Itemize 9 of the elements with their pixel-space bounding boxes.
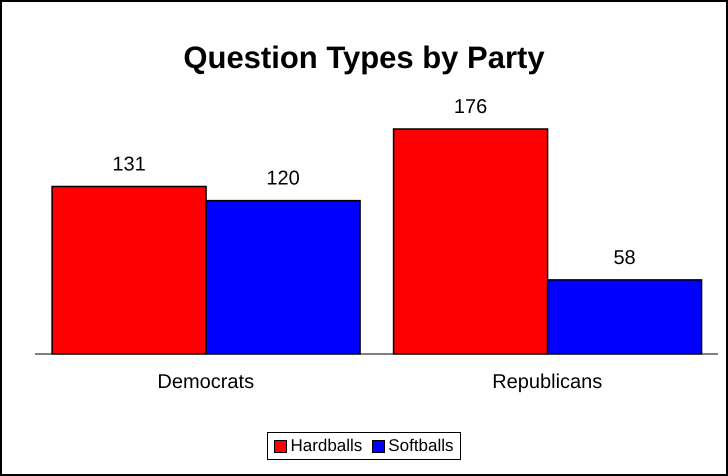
data-label: 120 (266, 168, 300, 190)
x-tick-label: Democrats (157, 371, 254, 394)
chart-title: Question Types by Party (182, 40, 546, 76)
legend-label: Softballs (387, 436, 454, 456)
data-label: 58 (613, 246, 636, 269)
x-tick-label: Republicans (492, 371, 602, 394)
data-label: 131 (112, 154, 146, 176)
legend-label: Hardballs (289, 436, 362, 456)
data-label: 176 (454, 96, 488, 118)
